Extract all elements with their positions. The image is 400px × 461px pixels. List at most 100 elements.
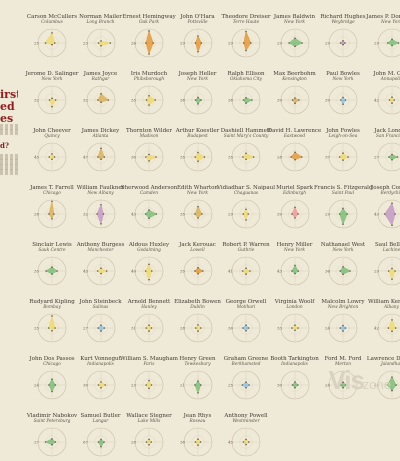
age-label: 32 [83, 212, 89, 217]
radar-point-1 [397, 42, 399, 44]
age-label: 42 [374, 326, 380, 331]
radar-shape [387, 39, 398, 45]
radar-point-3 [291, 270, 293, 272]
radar-point-0 [100, 439, 102, 441]
radar-point-2 [51, 44, 53, 46]
radar-point-3 [145, 213, 147, 215]
age-label: 33 [277, 326, 283, 331]
radar-shape [98, 41, 110, 46]
radar-point-0 [342, 266, 344, 268]
age-label: 47 [83, 155, 89, 160]
radar-point-2 [148, 330, 150, 332]
aside-mark: d? [0, 141, 9, 150]
age-label: 45 [83, 269, 89, 274]
age-label: 29 [325, 212, 331, 217]
age-label: 29 [325, 41, 331, 46]
radar-point-3 [291, 99, 293, 101]
radar-point-2 [245, 444, 247, 446]
radar-point-3 [291, 384, 293, 386]
radar-point-2 [148, 444, 150, 446]
age-label: 35 [228, 155, 234, 160]
radar-point-2 [148, 388, 150, 390]
age-label: 27 [34, 440, 40, 445]
radar-point-0 [148, 263, 150, 265]
radar-shape [146, 31, 153, 54]
radar-point-2 [100, 387, 102, 389]
radar-point-1 [393, 99, 395, 101]
radar-point-2 [294, 217, 296, 219]
radar-point-0 [51, 438, 53, 440]
radar-point-3 [45, 42, 47, 44]
radar-point-0 [148, 209, 150, 211]
radar-point-0 [51, 201, 53, 203]
radar-point-0 [294, 206, 296, 208]
radar-point-0 [294, 97, 296, 99]
radar-shape [146, 325, 151, 331]
radar-shape [384, 203, 394, 225]
radar-point-2 [342, 103, 344, 105]
decorative-rule [0, 129, 18, 135]
radar-shape [98, 439, 104, 446]
radar-point-2 [245, 158, 247, 160]
radar-point-0 [100, 148, 102, 150]
age-label: 38 [180, 440, 186, 445]
age-label: 43 [131, 212, 137, 217]
radar-point-3 [339, 270, 341, 272]
radar-point-3 [194, 156, 196, 158]
radar-point-3 [242, 384, 244, 386]
radar-point-3 [340, 99, 342, 101]
radar-point-3 [146, 99, 148, 101]
radar-point-0 [148, 380, 150, 382]
radar-point-3 [387, 270, 389, 272]
radar-point-3 [45, 441, 47, 443]
radar-point-1 [55, 99, 57, 101]
radar-point-0 [245, 31, 247, 33]
age-label: 31 [131, 326, 136, 331]
radar-point-2 [245, 219, 247, 221]
age-label: 24 [325, 326, 331, 331]
radar-point-1 [201, 270, 203, 272]
radar-point-0 [148, 324, 150, 326]
radar-point-1 [297, 270, 299, 272]
radar-point-1 [151, 384, 153, 386]
decorative-rule [0, 169, 18, 175]
radar-point-1 [200, 327, 202, 329]
radar-point-3 [339, 327, 341, 329]
age-label: 28 [180, 326, 186, 331]
radar-point-2 [294, 159, 296, 161]
age-label: 43 [374, 212, 380, 217]
radar-point-2 [51, 106, 53, 108]
radar-point-1 [199, 441, 201, 443]
radar-point-3 [388, 99, 390, 101]
radar-point-2 [197, 160, 199, 162]
radar-point-2 [197, 273, 199, 275]
radar-point-3 [339, 156, 341, 158]
radar-point-1 [247, 213, 249, 215]
age-label: 25 [34, 41, 40, 46]
radar-point-0 [197, 206, 199, 208]
radar-point-0 [245, 439, 247, 441]
radar-point-0 [100, 381, 102, 383]
radar-point-0 [391, 39, 393, 41]
author-radar: 29 [363, 253, 400, 287]
age-label: 32 [83, 98, 89, 103]
age-label: 35 [180, 212, 186, 217]
author-radar: 45 [217, 424, 275, 458]
age-label: 30 [228, 326, 234, 331]
radar-point-2 [51, 273, 53, 275]
watermark-vis: Vis [328, 365, 364, 396]
author-radar: 42 [363, 310, 400, 344]
radar-shape [292, 382, 297, 388]
title-line-2: ed [0, 101, 15, 112]
radar-point-3 [96, 270, 98, 272]
radar-point-1 [345, 327, 347, 329]
age-label: 41 [228, 269, 233, 274]
radar-point-1 [248, 327, 250, 329]
age-label: 29 [374, 269, 380, 274]
radar-point-3 [291, 213, 293, 215]
radar-point-0 [245, 153, 247, 155]
radar-point-3 [194, 99, 196, 101]
radar-point-1 [300, 156, 302, 158]
radar-point-2 [245, 273, 247, 275]
